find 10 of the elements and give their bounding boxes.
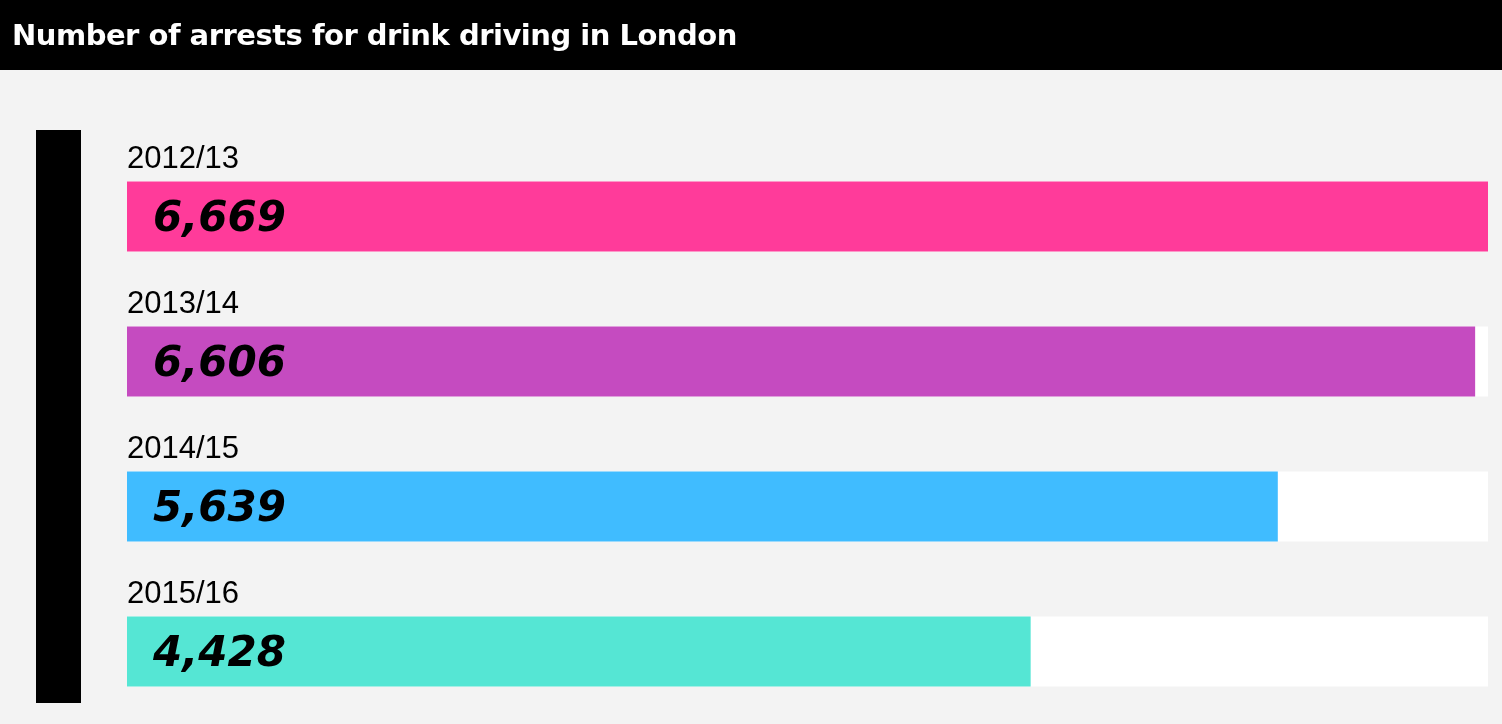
y-tick-label: 2012/13 — [127, 139, 240, 175]
data-label: 6,669 — [153, 192, 286, 241]
y-tick-label: 2014/15 — [127, 429, 240, 465]
data-label: 5,639 — [153, 482, 286, 531]
chart-title: Number of arrests for drink driving in London — [0, 0, 1502, 70]
data-label: 4,428 — [152, 627, 286, 676]
y-tick-label: 2015/16 — [127, 574, 240, 610]
bar — [127, 326, 1476, 397]
data-label: 6,606 — [153, 337, 286, 386]
y-tick-label: 2013/14 — [127, 284, 240, 320]
